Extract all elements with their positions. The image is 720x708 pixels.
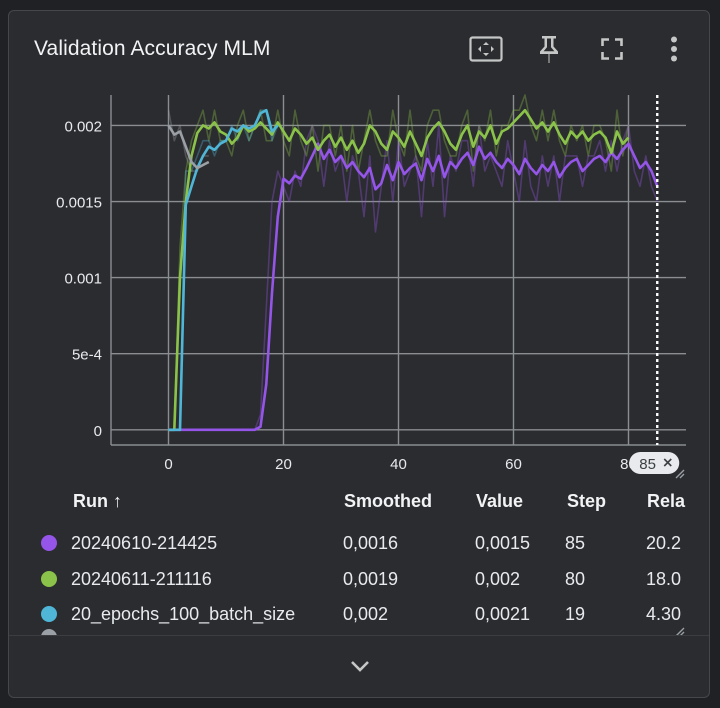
y-tick-label: 0 [94, 423, 102, 440]
step-value: 19 [565, 604, 586, 624]
y-tick-label: 0.0015 [56, 195, 102, 212]
card-title: Validation Accuracy MLM [34, 37, 271, 60]
expand-table-button[interactable] [345, 651, 375, 681]
series-raw-line [168, 94, 630, 431]
y-tick-label: 0.002 [64, 118, 102, 135]
fit-domain-icon [469, 36, 503, 62]
run-name: 20240611-211116 [71, 569, 212, 589]
relative-value: 18.0 [646, 569, 682, 589]
smoothed-value: 0,002 [343, 604, 389, 624]
chevron-down-icon [351, 661, 369, 672]
smoothed-value: 0,0019 [343, 569, 399, 589]
run-table: Run ↑ Smoothed Value Step Rela 20240610-… [9, 481, 709, 636]
header-relative[interactable]: Rela [647, 491, 686, 511]
run-color-swatch [41, 535, 57, 551]
pin-button[interactable] [529, 31, 569, 67]
fullscreen-icon [601, 38, 623, 60]
relative-value: 4.30 [646, 604, 682, 624]
series-layer [167, 94, 659, 432]
run-name: 20240610-214425 [71, 533, 218, 553]
scalar-card: Validation Accuracy MLM 0.002 0.0015 0.001… [8, 10, 710, 698]
y-tick-label: 5e-4 [72, 347, 102, 364]
header-value[interactable]: Value [476, 491, 524, 511]
header-run[interactable]: Run ↑ [73, 491, 122, 511]
hover-cursor: 85 [629, 95, 680, 474]
raw-value: 0,0021 [475, 604, 531, 624]
series-smoothed-line [168, 108, 279, 432]
header-step[interactable]: Step [567, 491, 607, 511]
hover-step-chip: 85 [629, 452, 680, 474]
x-tick-label: 20 [275, 456, 292, 473]
resize-handle-icon[interactable] [673, 467, 685, 479]
run-color-swatch [41, 571, 57, 587]
x-tick-label: 0 [164, 456, 172, 473]
x-tick-label: 60 [505, 456, 522, 473]
table-row: 20240610-214425 0,0016 0,0015 85 20.2 [9, 527, 709, 561]
raw-value: 0,002 [475, 569, 521, 589]
pin-icon [540, 36, 558, 63]
relative-value: 20.2 [646, 533, 682, 553]
run-color-swatch [41, 606, 57, 622]
table-divider [9, 635, 709, 646]
more-vert-icon [671, 36, 677, 62]
header-smoothed[interactable]: Smoothed [344, 491, 432, 511]
fit-domain-button[interactable] [466, 31, 506, 67]
y-tick-label: 0.001 [64, 271, 102, 288]
run-color-swatch [41, 629, 57, 636]
smoothed-value: 0,0016 [343, 533, 399, 553]
series-smoothed-line [167, 124, 210, 170]
step-value: 80 [565, 569, 586, 589]
hover-chip-bg [629, 452, 680, 474]
hover-step-label: 85 [639, 456, 656, 473]
table-row: 20_epochs_100_batch_size 0,002 0,0021 19… [9, 598, 709, 632]
run-name: 20_epochs_100_batch_size [71, 604, 296, 624]
more-options-button[interactable] [654, 31, 694, 67]
raw-value: 0,0015 [475, 533, 531, 553]
series-smoothed-line [168, 142, 659, 432]
step-value: 85 [565, 533, 586, 553]
x-tick-label: 40 [390, 456, 407, 473]
table-row: 20240611-211116 0,0019 0,002 80 18.0 [9, 563, 709, 597]
fullscreen-button[interactable] [592, 31, 632, 67]
table-row-partial [9, 629, 709, 636]
close-icon [663, 458, 672, 467]
